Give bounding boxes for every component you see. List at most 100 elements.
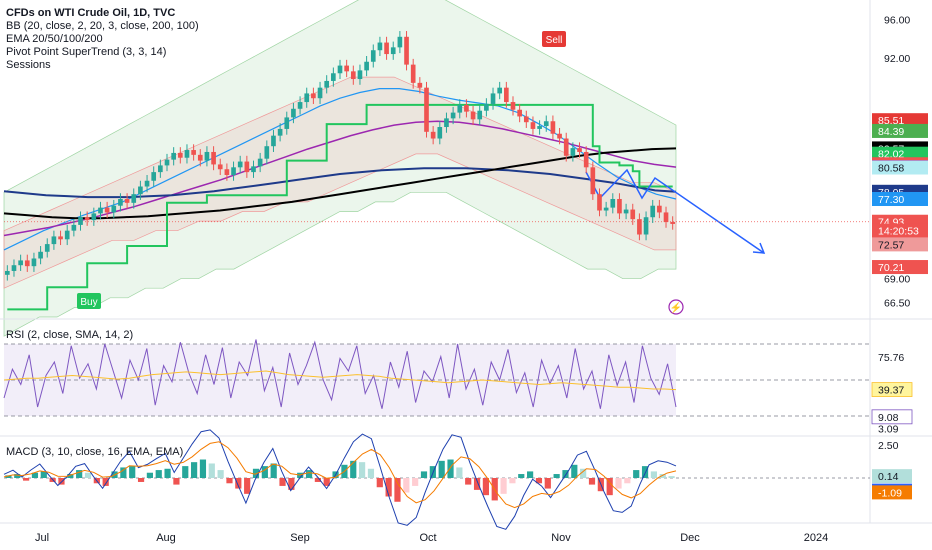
- macd-tag-label: 0.14: [878, 471, 899, 483]
- candle-body: [430, 131, 436, 139]
- rsi-legend[interactable]: RSI (2, close, SMA, 14, 2): [6, 329, 134, 341]
- candle-body: [11, 265, 17, 271]
- price-tag: [872, 260, 928, 275]
- time-tick: Aug: [156, 532, 176, 544]
- candle-body: [523, 116, 529, 123]
- candle-body: [124, 198, 130, 203]
- lightning-glyph: ⚡: [670, 301, 682, 314]
- time-axis[interactable]: Jul Aug Sep Oct Nov Dec 2024: [35, 532, 828, 544]
- candle-body: [197, 154, 203, 161]
- macd-bar: [438, 460, 445, 478]
- rsi-tag-label: 75.76: [878, 352, 904, 364]
- price-tag: [872, 113, 928, 128]
- candle-body: [177, 152, 183, 158]
- candles-layer[interactable]: Buy Sell ⚡: [4, 31, 684, 315]
- lightning-icon: [668, 299, 684, 315]
- macd-bar: [615, 478, 622, 489]
- macd-bar: [588, 478, 596, 485]
- macd-bar: [456, 467, 463, 478]
- candle-body: [244, 161, 250, 173]
- legend-bb[interactable]: BB (20, close, 2, 20, 3, close, 200, 100…: [6, 20, 199, 32]
- macd-bar: [164, 468, 171, 478]
- macd-tag: [872, 485, 912, 500]
- macd-bar: [412, 478, 419, 486]
- macd-bar: [580, 468, 587, 478]
- candle-body: [477, 110, 483, 120]
- price-axis[interactable]: 96.0092.0069.0066.5085.5184.3982.5782.02…: [872, 15, 928, 310]
- trend-arrow: [585, 168, 765, 254]
- macd-tag-label: 2.50: [878, 440, 899, 452]
- candle-body: [184, 150, 190, 158]
- legend-pivot[interactable]: Pivot Point SuperTrend (3, 3, 14): [6, 46, 167, 58]
- rsi-ma-line: [3, 370, 677, 391]
- price-tag: [872, 223, 928, 238]
- candle-body: [98, 207, 103, 214]
- candle-body: [517, 109, 522, 117]
- candle-body: [550, 121, 556, 134]
- price-tag: [872, 160, 928, 175]
- rsi-pane[interactable]: 75.76 39.37 9.083.09: [3, 339, 913, 436]
- rsi-tag: [871, 382, 913, 397]
- macd-pane[interactable]: 2.500.14-0.96-1.09: [3, 429, 912, 530]
- macd-bar: [288, 478, 295, 490]
- rsi-tag-label: 9.08: [878, 412, 899, 424]
- candle-body: [217, 164, 223, 170]
- legend-ema[interactable]: EMA 20/50/100/200: [6, 33, 103, 45]
- signal-line: [3, 441, 677, 509]
- candle-body: [291, 108, 296, 118]
- macd-line: [3, 429, 677, 530]
- candle-body: [204, 151, 210, 161]
- macd-bar: [571, 464, 578, 478]
- macd-bar: [633, 470, 640, 478]
- macd-bar: [473, 478, 481, 490]
- candle-body: [650, 205, 656, 218]
- supertrend-line: [7, 103, 673, 311]
- macd-bar: [447, 459, 454, 478]
- candle-body: [144, 180, 150, 187]
- candle-body: [264, 146, 270, 159]
- legend-title[interactable]: CFDs on WTI Crude Oil, 1D, TVC: [6, 7, 176, 19]
- candle-body: [390, 47, 396, 55]
- candle-body: [364, 61, 369, 71]
- macd-bar: [359, 462, 366, 478]
- candle-body: [464, 104, 469, 112]
- price-tag-label: 77.30: [878, 194, 904, 206]
- macd-bar: [403, 478, 410, 493]
- candle-body: [44, 244, 50, 252]
- time-tick: Sep: [290, 532, 310, 544]
- macd-bar: [199, 459, 207, 478]
- sell-label: Sell: [546, 35, 563, 46]
- candle-body: [450, 112, 456, 119]
- candle-body: [657, 205, 662, 213]
- price-tag-label: 14:20:53: [878, 226, 919, 238]
- macd-bar: [305, 470, 313, 478]
- candle-body: [590, 167, 596, 195]
- candle-body: [470, 111, 476, 120]
- candle-body: [231, 167, 236, 175]
- macd-bar: [14, 474, 21, 478]
- main-legend[interactable]: CFDs on WTI Crude Oil, 1D, TVC BB (20, c…: [6, 7, 199, 72]
- macd-legend[interactable]: MACD (3, 10, close, 16, EMA, EMA): [6, 446, 184, 458]
- candle-body: [437, 127, 443, 139]
- candle-body: [84, 217, 90, 221]
- macd-bar: [31, 472, 39, 478]
- macd-bar: [182, 466, 189, 478]
- macd-bar: [102, 478, 109, 486]
- candle-body: [277, 128, 283, 136]
- macd-bar: [244, 478, 251, 494]
- candle-body: [138, 186, 143, 195]
- time-tick: Jul: [35, 532, 49, 544]
- candle-body: [537, 126, 542, 129]
- legend-sessions[interactable]: Sessions: [6, 59, 51, 71]
- macd-bar: [76, 470, 83, 478]
- ema100-line: [3, 167, 677, 199]
- candle-body: [91, 213, 97, 221]
- price-tag-label: 70.21: [878, 262, 904, 274]
- candle-body: [111, 205, 117, 213]
- macd-bar: [137, 478, 145, 482]
- price-tag: [872, 123, 928, 138]
- sell-badge: [542, 31, 566, 47]
- trend-arrowhead: [752, 242, 766, 254]
- price-tag: [872, 146, 928, 161]
